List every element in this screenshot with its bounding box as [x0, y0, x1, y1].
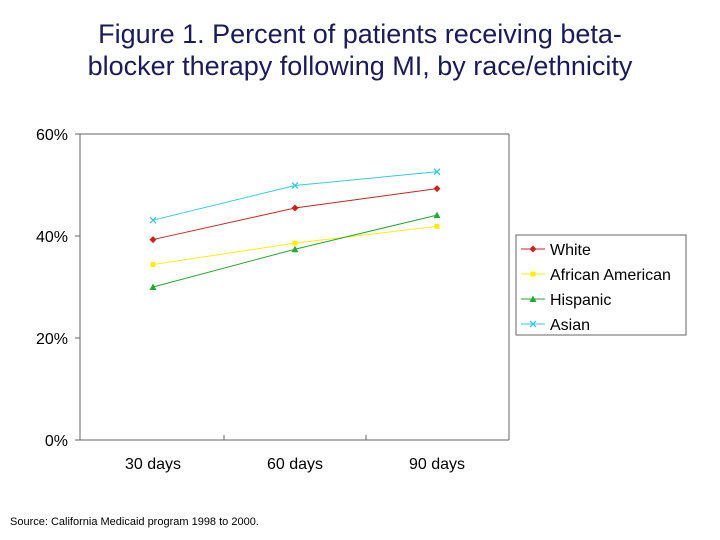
plot-area: [79, 133, 510, 441]
legend-item: Asian: [521, 317, 590, 334]
title-line-1: Figure 1. Percent of patients receiving …: [98, 19, 622, 49]
data-point: [529, 295, 537, 302]
data-point: [433, 185, 441, 193]
data-point: [529, 245, 537, 253]
x-ticks: 30 days 60 days 90 days: [125, 435, 465, 473]
data-point: [149, 236, 157, 244]
legend: White African American Hispanic Asian: [515, 234, 687, 336]
x-tick-label: 90 days: [409, 456, 465, 473]
y-tick-label: 0%: [45, 433, 68, 450]
legend-items: White African American Hispanic Asian: [521, 242, 671, 334]
series-line: [152, 188, 438, 241]
series-white: [149, 185, 441, 244]
x-tick-label: 30 days: [125, 456, 181, 473]
title-line-2: blocker therapy following MI, by race/et…: [87, 51, 633, 81]
data-point: [149, 283, 157, 290]
data-point: [434, 223, 440, 229]
data-point: [292, 240, 298, 246]
data-point: [529, 320, 537, 328]
series-asian: [149, 168, 441, 224]
series-hispanic: [149, 211, 441, 290]
data-point: [291, 182, 299, 189]
y-tick-label: 20%: [36, 331, 68, 348]
y-tick-label: 60%: [36, 127, 68, 144]
legend-label: Hispanic: [550, 292, 611, 309]
y-ticks: 0% 20% 40% 60%: [36, 127, 80, 450]
y-tick-label: 40%: [36, 229, 68, 246]
source-note: Source: California Medicaid program 1998…: [10, 516, 259, 528]
x-tick-label: 60 days: [267, 456, 323, 473]
data-point: [530, 271, 536, 277]
legend-label: African American: [550, 267, 671, 284]
data-point: [433, 211, 441, 219]
data-point: [150, 262, 156, 268]
series-group: [149, 168, 441, 290]
legend-box: [515, 234, 687, 336]
data-point: [291, 204, 299, 212]
legend-item: African American: [521, 267, 671, 284]
series-line: [152, 171, 438, 221]
legend-item: Hispanic: [521, 292, 611, 309]
series-african-american: [150, 223, 440, 268]
data-point: [291, 245, 299, 253]
legend-label: Asian: [550, 317, 590, 334]
data-point: [433, 168, 441, 176]
legend-label: White: [550, 242, 591, 259]
legend-item: White: [521, 242, 591, 259]
data-point: [149, 216, 157, 224]
chart-title: Figure 1. Percent of patients receiving …: [0, 18, 720, 82]
